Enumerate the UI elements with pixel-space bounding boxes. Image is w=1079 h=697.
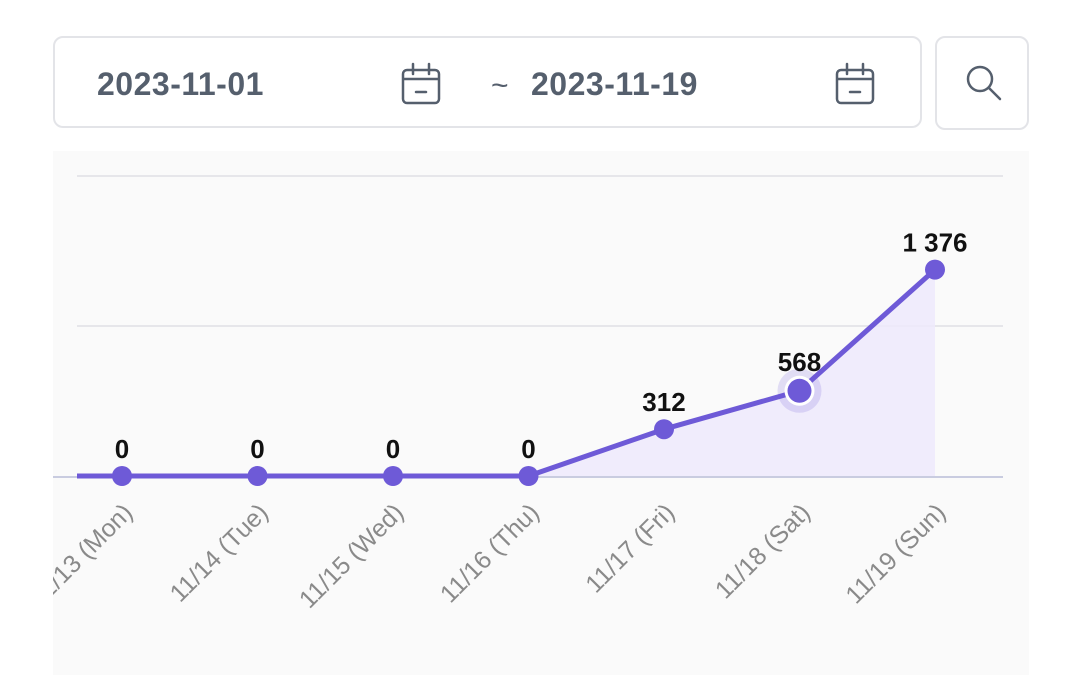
search-icon [966, 65, 1002, 101]
data-point [787, 378, 812, 403]
data-label: 312 [642, 387, 685, 417]
x-axis-tick-labels: 11/13 (Mon) 11/14 (Tue) 11/15 (Wed) 11/16 (… [53, 498, 951, 613]
data-point [654, 419, 674, 440]
data-label: 568 [778, 347, 821, 377]
data-label: 0 [250, 434, 264, 464]
data-label: 0 [115, 434, 129, 464]
date-range-picker: 2023-11-01 ~ 2023-11-19 [53, 36, 922, 128]
data-point [112, 466, 132, 486]
x-tick-label: 11/18 (Sat) [710, 498, 816, 604]
data-label: 0 [521, 434, 535, 464]
search-button[interactable] [935, 36, 1029, 130]
calendar-icon[interactable] [835, 62, 875, 106]
data-point [518, 466, 539, 486]
series-area [122, 269, 935, 476]
date-range-separator: ~ [491, 69, 509, 102]
data-point [247, 466, 268, 486]
data-label: 1 376 [902, 228, 967, 258]
end-date-field[interactable]: 2023-11-19 [531, 66, 698, 102]
x-tick-label: 11/15 (Wed) [294, 498, 409, 613]
x-tick-label: 11/16 (Thu) [435, 498, 545, 608]
x-tick-label: 11/14 (Tue) [165, 498, 274, 607]
data-label: 0 [386, 434, 400, 464]
x-tick-label: 11/17 (Fri) [580, 498, 680, 598]
data-point [383, 466, 403, 486]
calendar-icon[interactable] [401, 62, 441, 106]
x-tick-label: 11/19 (Sun) [840, 498, 951, 609]
data-point [925, 259, 945, 280]
x-tick-label: 11/13 (Mon) [53, 498, 138, 612]
chart-panel: 0 0 0 0 312 568 1 376 11/13 (Mon) 11/14 (Tue) 11/… [53, 151, 1029, 675]
start-date-field[interactable]: 2023-11-01 [97, 66, 264, 102]
